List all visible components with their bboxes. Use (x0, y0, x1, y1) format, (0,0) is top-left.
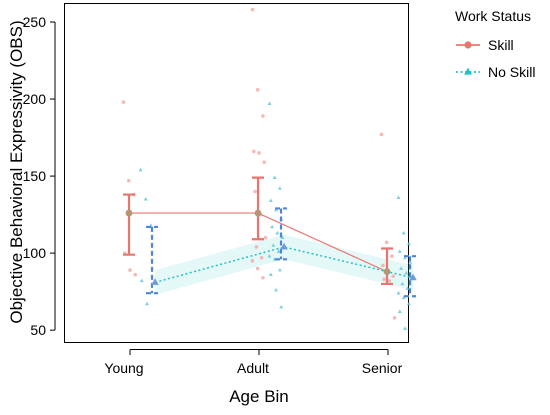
skill-raw-point (379, 132, 384, 137)
error-bars-layer (123, 176, 416, 298)
no-skill-raw-point (274, 287, 278, 292)
skill-raw-point (133, 272, 137, 277)
no-skill-raw-point (408, 260, 413, 264)
skill-raw-point (128, 268, 132, 272)
no-skill-raw-point (401, 230, 406, 235)
no-skill-raw-point (138, 167, 143, 172)
no-skill-raw-point (403, 255, 407, 260)
means-layer (125, 209, 417, 285)
no-skill-mean-point (151, 278, 159, 285)
legend-title: Work Status (455, 8, 531, 24)
skill-raw-point (390, 254, 394, 259)
no-skill-raw-point (400, 281, 405, 286)
no-skill-raw-point (148, 223, 153, 227)
no-skill-raw-point (268, 198, 273, 203)
skill-raw-point (257, 151, 261, 155)
no-skill-raw-point (272, 175, 277, 179)
no-skill-raw-point (267, 254, 272, 258)
no-skill-raw-point (271, 243, 276, 247)
y-tick-label: 150 (23, 168, 47, 184)
legend: Work Status Skill No Skill (455, 8, 535, 80)
no-skill-raw-point (403, 326, 407, 330)
y-tick-label: 50 (30, 322, 46, 338)
no-skill-raw-point (276, 249, 281, 253)
legend-no-skill-label: No Skill (488, 64, 535, 80)
legend-no-skill-marker (464, 67, 472, 75)
no-skill-raw-point (280, 235, 285, 240)
skill-error-bar (252, 176, 264, 241)
no-skill-raw-point (396, 290, 401, 295)
no-skill-raw-point (406, 301, 411, 306)
skill-raw-point (391, 274, 396, 279)
y-axis: 50 100 150 200 250 (23, 14, 56, 338)
no-skill-raw-point (399, 266, 404, 270)
skill-raw-point (392, 316, 397, 320)
no-skill-raw-point (145, 301, 149, 306)
skill-mean-point (125, 209, 133, 217)
y-tick-label: 250 (23, 14, 47, 30)
skill-raw-point (382, 277, 386, 282)
legend-skill-marker (464, 41, 472, 49)
skill-raw-point (121, 100, 126, 104)
skill-raw-point (250, 7, 255, 12)
y-axis-title: Objective Behavioral Expressivity (OBS) (7, 20, 26, 323)
skill-raw-point (254, 245, 259, 249)
no-skill-raw-point (277, 267, 282, 272)
no-skill-raw-point (401, 295, 406, 300)
skill-raw-point (250, 259, 255, 263)
no-skill-raw-point (143, 196, 148, 201)
no-skill-raw-point (397, 249, 402, 253)
no-skill-raw-point (275, 230, 280, 235)
no-skill-raw-point (270, 224, 275, 229)
skill-raw-point (252, 149, 256, 154)
no-skill-error-bar (275, 207, 287, 261)
x-axis: Young Adult Senior (104, 349, 403, 376)
x-tick-label: Senior (362, 360, 403, 376)
skill-raw-point (261, 114, 265, 118)
skill-raw-point (255, 266, 260, 271)
no-skill-raw-point (396, 195, 401, 199)
skill-raw-point (261, 275, 265, 280)
skill-error-bar (381, 247, 393, 286)
plot-frame (64, 3, 409, 343)
no-skill-raw-point (279, 304, 284, 309)
no-skill-raw-point (277, 186, 282, 190)
skill-raw-point (381, 263, 385, 268)
no-skill-line (154, 246, 414, 284)
skill-raw-point (384, 240, 389, 245)
no-skill-raw-point (406, 241, 411, 246)
no-skill-raw-point (139, 278, 144, 283)
no-skill-raw-point (274, 207, 278, 212)
no-skill-raw-point (404, 270, 409, 275)
skill-raw-point (253, 189, 257, 194)
no-skill-mean-point (409, 273, 417, 281)
x-tick-label: Young (104, 360, 143, 376)
skill-raw-point (263, 235, 268, 240)
x-axis-title: Age Bin (229, 387, 289, 406)
skill-raw-point (262, 160, 267, 165)
y-tick-label: 100 (23, 245, 47, 261)
no-skill-error-bar (146, 225, 158, 295)
skill-mean-point (383, 268, 391, 276)
no-skill-raw-point (267, 101, 272, 105)
skill-raw-point (387, 279, 392, 283)
skill-mean-point (254, 209, 262, 217)
legend-skill-label: Skill (488, 37, 514, 53)
no-skill-raw-point (405, 286, 410, 290)
no-skill-raw-point (397, 309, 402, 314)
skill-raw-point (255, 87, 260, 92)
skill-error-bar (123, 193, 135, 256)
no-skill-raw-point (268, 272, 273, 277)
skill-raw-point (259, 255, 264, 260)
x-tick-label: Adult (237, 360, 269, 376)
skill-raw-point (126, 178, 131, 183)
no-skill-error-bar (404, 255, 416, 298)
no-skill-mean-point (280, 242, 288, 250)
y-tick-label: 200 (23, 91, 47, 107)
